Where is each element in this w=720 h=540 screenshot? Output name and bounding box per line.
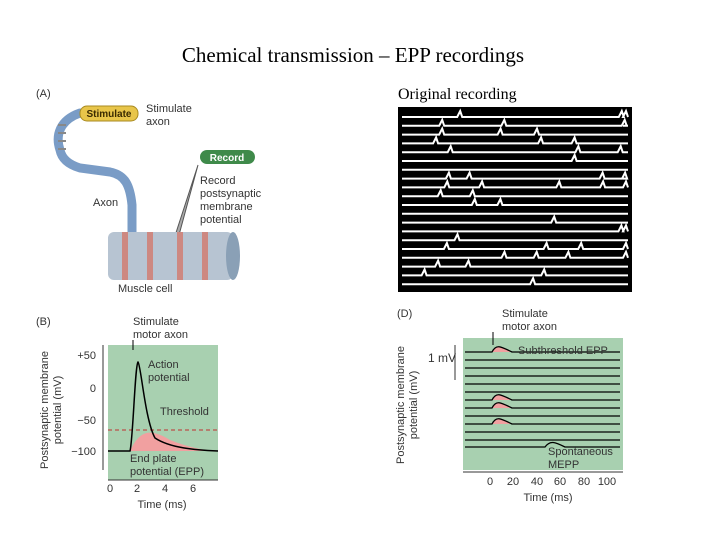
x-axis-label: Time (ms) [137,499,186,511]
y-axis-label: potential (mV) [52,376,64,444]
y-axis-label: Postsynaptic membrane [395,346,407,464]
x-tick-label: 100 [598,476,616,488]
trace [402,143,628,154]
x-tick-label: 80 [578,476,590,488]
y-tick-label: 0 [90,383,96,395]
y-tick-label: +50 [77,350,96,362]
stimulate-button [79,105,139,122]
stimulate-text: Stimulate [133,316,179,328]
x-tick-label: 20 [507,476,519,488]
annotation: Spontaneous [548,446,613,458]
record-button [200,150,255,164]
coil [58,124,66,150]
scale-label: 1 mV [428,351,456,365]
trace [402,257,628,268]
epp-bump [492,418,512,424]
trace [402,117,629,127]
record-text: Record [200,175,235,187]
panel-label: (D) [397,308,412,320]
record-text: potential [200,214,242,226]
trace [402,231,628,242]
plot-area [108,345,218,480]
y-tick-label: −50 [77,415,96,427]
x-tick-label: 60 [554,476,566,488]
x-tick-label: 0 [487,476,493,488]
trace [402,249,629,259]
x-tick-label: 6 [190,483,196,495]
recording-traces [402,108,629,286]
x-tick-label: 4 [162,483,168,495]
caption: Original recording [398,86,517,103]
annotation: Subthreshold EPP [518,345,608,357]
trace [402,187,628,198]
mepp-trace [465,441,620,448]
trace [402,125,628,136]
panel-c: Original recording [398,86,632,292]
muscle-cell-label: Muscle cell [118,283,172,295]
trace [465,402,620,409]
panel-d: (D) Stimulate motor axon Subthreshold EP… [395,308,623,504]
y-axis-label: Postsynaptic membrane [39,351,51,469]
trace [402,266,628,277]
epp-bump [492,394,512,400]
trace [402,275,628,286]
axon-drawing [53,108,137,245]
muscle-cell [108,232,233,280]
epp-traces [465,346,620,448]
stimulate-text: axon [146,116,170,128]
trace [402,178,629,189]
y-tick-label: −100 [71,446,96,458]
trace [465,346,620,353]
stimulate-button-text: Stimulate [86,109,131,120]
trace [402,108,629,118]
muscle-bands [122,232,208,280]
trace [465,418,620,425]
annotation: MEPP [548,459,579,471]
x-tick-label: 0 [107,483,113,495]
panel-label: (B) [36,316,51,328]
slide-title: Chemical transmission – EPP recordings [182,43,524,67]
x-axis-label: Time (ms) [523,492,572,504]
annotation: Threshold [160,406,209,418]
trace [402,152,628,162]
annotation: Action [148,359,179,371]
trace [402,222,629,233]
y-axis-label: potential (mV) [408,371,420,439]
record-text: membrane [200,201,253,213]
x-tick-label: 2 [134,483,140,495]
trace [465,394,620,401]
muscle-end [226,232,240,280]
trace [402,169,629,180]
epp-area [130,432,215,451]
epp-bump [492,402,512,408]
annotation: potential [148,372,190,384]
record-text: postsynaptic [200,188,262,200]
panel-a: (A) Stimulate Stimulate axon Record Reco… [36,88,262,295]
trace [402,196,628,206]
record-button-text: Record [210,153,244,164]
panel-label: (A) [36,88,51,100]
stimulate-text: Stimulate [146,103,192,115]
x-tick-label: 40 [531,476,543,488]
action-potential-trace [108,360,219,452]
stimulate-text: motor axon [133,329,188,341]
stimulate-text: Stimulate [502,308,548,320]
trace [402,240,629,250]
annotation: potential (EPP) [130,466,204,478]
axon-label: Axon [93,197,118,209]
panel-b: (B) Stimulate motor axon Action potentia… [36,316,219,511]
annotation: End plate [130,453,176,465]
trace [402,134,628,145]
trace [402,213,628,224]
epp-bump [492,346,512,352]
stimulate-text: motor axon [502,321,557,333]
